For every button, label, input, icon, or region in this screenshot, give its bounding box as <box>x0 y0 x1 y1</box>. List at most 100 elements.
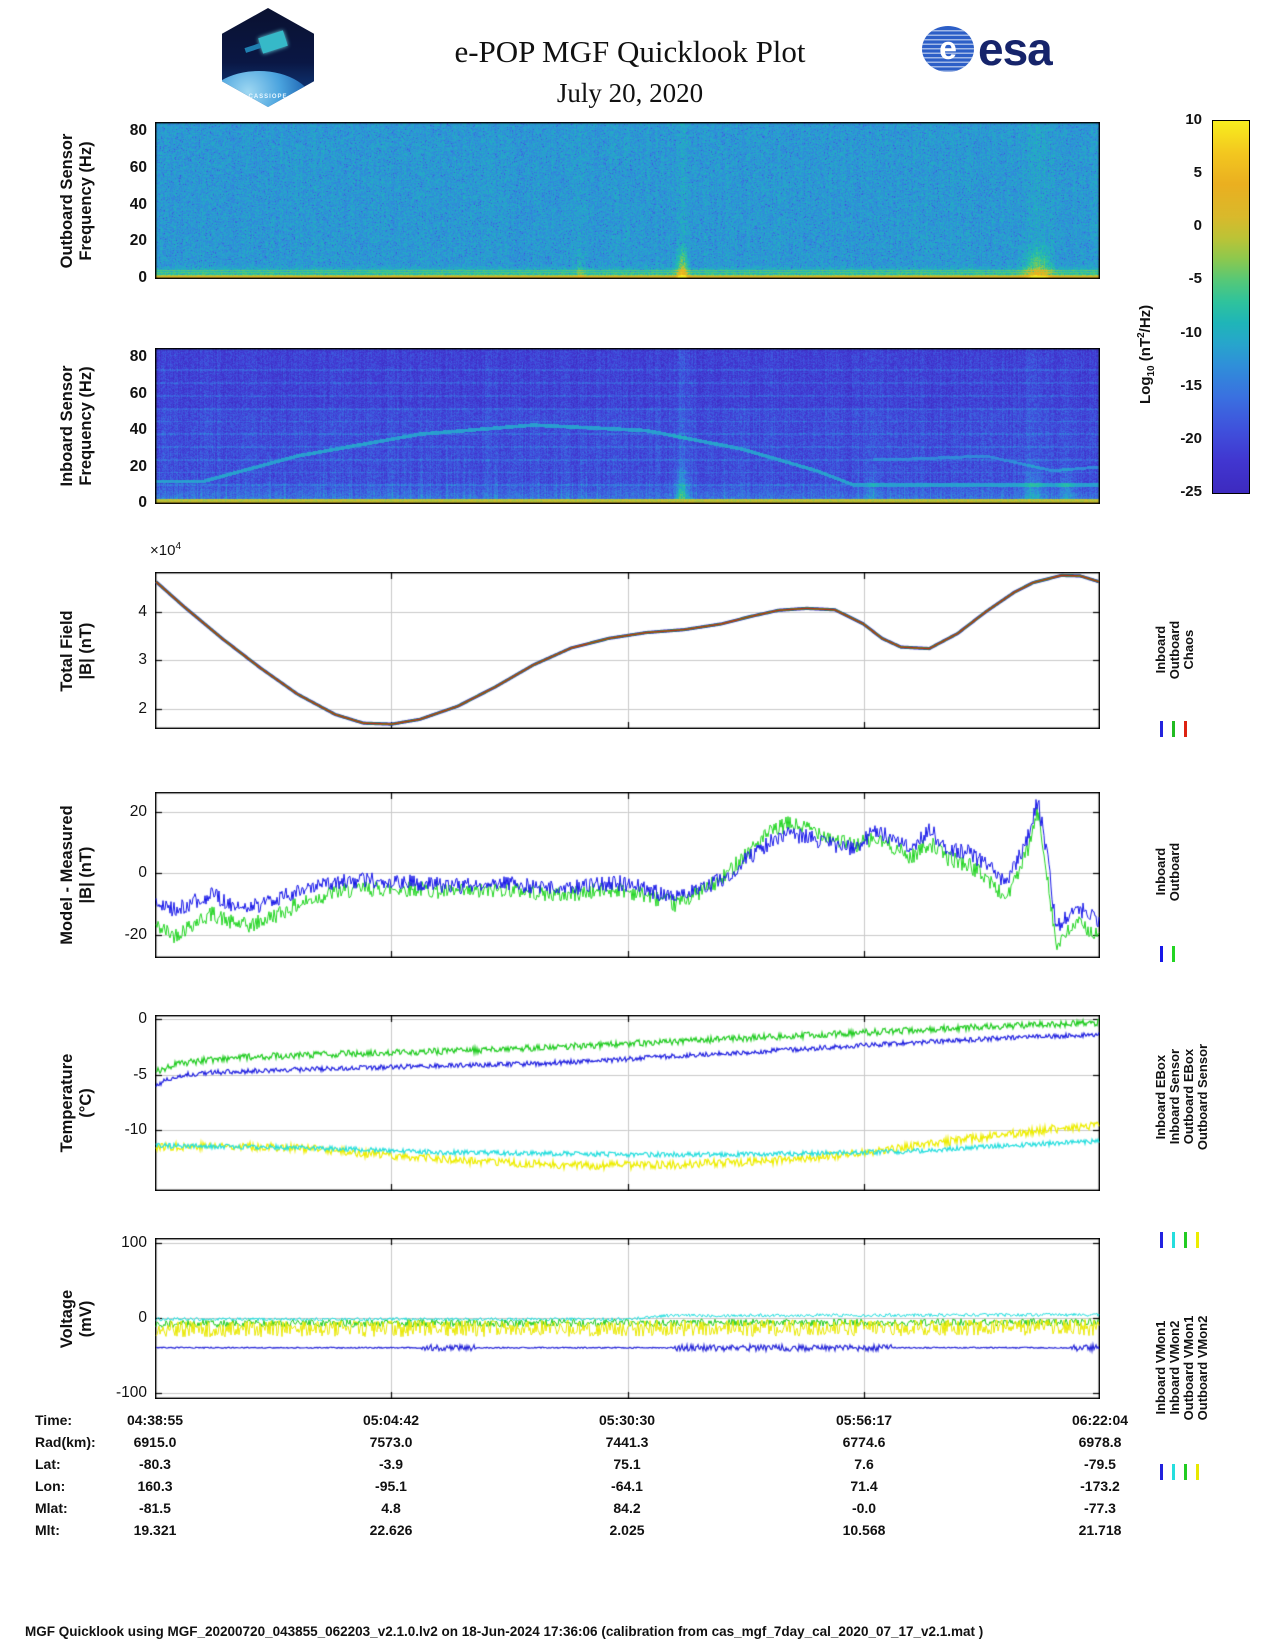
legend-label-inboard: Inboard <box>1153 848 1168 896</box>
ytick-p3-2: 2 <box>138 699 147 717</box>
table-cell: 22.626 <box>369 1522 413 1538</box>
table-cell: 84.2 <box>613 1500 641 1516</box>
total-field-exponent-label: ×104 <box>150 541 182 559</box>
ytick-p2-0: 0 <box>138 494 147 511</box>
patch-satellite-graphic <box>258 30 288 54</box>
ytick-p6-0: 0 <box>138 1308 147 1326</box>
legend-swatch-outboard-vmon2 <box>1196 1464 1199 1480</box>
legend-label-chaos: Chaos <box>1181 630 1196 670</box>
footer-provenance-text: MGF Quicklook using MGF_20200720_043855_… <box>25 1624 984 1639</box>
table-cell: 71.4 <box>850 1478 878 1494</box>
ytick-p2-20: 20 <box>129 457 147 475</box>
legend-swatches-p3 <box>1160 721 1187 737</box>
table-row-label-time: Time: <box>35 1412 73 1428</box>
table-cell: 05:56:17 <box>835 1412 893 1428</box>
table-cell: 7441.3 <box>605 1434 649 1450</box>
table-cell: 2.025 <box>609 1522 645 1538</box>
legend-swatch-outboard <box>1172 946 1175 962</box>
table-cell: 6978.8 <box>1078 1434 1122 1450</box>
ytick-p4-20: 20 <box>129 802 147 820</box>
ytick-p3-4: 4 <box>138 602 147 620</box>
legend-label-outboard-vmon1: Outboard VMon1 <box>1181 1315 1196 1421</box>
legend-label-outboard: Outboard <box>1167 842 1182 902</box>
legend-swatch-inboard-vmon1 <box>1160 1464 1163 1480</box>
legend-labels-p6: Inboard VMon1 Inboard VMon2 Outboard VMon1… <box>1153 1315 1210 1421</box>
table-cell: 160.3 <box>137 1478 173 1494</box>
voltage-plot <box>155 1238 1100 1399</box>
ytick-p4-0: 0 <box>138 864 147 882</box>
legend-label-inboard-vmon2: Inboard VMon2 <box>1167 1321 1182 1415</box>
table-cell: 04:38:55 <box>126 1412 184 1428</box>
table-cell: 4.8 <box>381 1500 401 1516</box>
table-cell: 21.718 <box>1078 1522 1122 1538</box>
ytick-p6-100: 100 <box>121 1233 147 1251</box>
ytick-p5--5: -5 <box>133 1065 147 1083</box>
legend-label-inboard-vmon1: Inboard VMon1 <box>1153 1321 1168 1415</box>
colorbar-tick--10: -10 <box>1180 323 1202 341</box>
table-cell: -3.9 <box>378 1456 404 1472</box>
colorbar-tick-0: 0 <box>1193 217 1202 235</box>
ytick-p2-80: 80 <box>129 348 147 366</box>
ytick-p6--100: -100 <box>115 1383 147 1401</box>
table-cell: 19.321 <box>133 1522 177 1538</box>
table-cell: -173.2 <box>1080 1478 1120 1494</box>
table-cell: -80.3 <box>139 1456 171 1472</box>
legend-swatch-inboard <box>1160 946 1163 962</box>
table-row-label-radkm: Rad(km): <box>35 1434 96 1450</box>
colorbar-tick-10: 10 <box>1185 111 1202 128</box>
legend-swatch-outboard-ebox <box>1184 1232 1187 1248</box>
outboard-spectrogram-plot <box>155 122 1100 279</box>
inboard-spectrogram-plot <box>155 348 1100 504</box>
colorbar <box>1212 120 1250 494</box>
page-date: July 20, 2020 <box>556 78 704 108</box>
legend-swatch-outboard-sensor <box>1196 1232 1199 1248</box>
legend-swatch-inboard-ebox <box>1160 1232 1163 1248</box>
legend-swatches-p5 <box>1160 1232 1199 1248</box>
table-row-label-mlat: Mlat: <box>35 1500 68 1516</box>
legend-swatch-outboard <box>1172 721 1175 737</box>
colorbar-tick-5: 5 <box>1193 164 1202 182</box>
legend-label-inboard-ebox: Inboard EBox <box>1153 1054 1168 1140</box>
colorbar-tick--15: -15 <box>1180 376 1202 394</box>
temperature-plot <box>155 1015 1100 1191</box>
table-cell: 10.568 <box>842 1522 886 1538</box>
legend-label-inboard-sensor: Inboard Sensor <box>1167 1049 1182 1145</box>
table-cell: 6915.0 <box>133 1434 177 1450</box>
ytick-p5--10: -10 <box>124 1121 147 1139</box>
legend-labels-p3: Inboard Outboard Chaos <box>1153 621 1196 680</box>
table-row-label-lat: Lat: <box>35 1456 61 1472</box>
table-cell: 75.1 <box>613 1456 641 1472</box>
table-cell: -0.0 <box>851 1500 877 1516</box>
legend-swatch-inboard <box>1160 721 1163 737</box>
legend-swatches-p6 <box>1160 1464 1199 1480</box>
legend-label-outboard-vmon2: Outboard VMon2 <box>1195 1315 1210 1421</box>
table-cell: -95.1 <box>375 1478 407 1494</box>
page-title: e-POP MGF Quicklook Plot <box>454 34 806 69</box>
ytick-p1-0: 0 <box>138 269 147 286</box>
ytick-p2-60: 60 <box>129 384 147 402</box>
ytick-p1-80: 80 <box>129 122 147 140</box>
ytick-p2-40: 40 <box>129 421 147 439</box>
ytick-p1-20: 20 <box>129 232 147 250</box>
esa-wordmark: esa <box>978 23 1053 75</box>
table-cell: -81.5 <box>139 1500 171 1516</box>
legend-swatch-outboard-vmon1 <box>1184 1464 1187 1480</box>
esa-disc-icon: e <box>922 26 974 72</box>
esa-disc-letter: e <box>939 30 957 66</box>
table-cell: -64.1 <box>611 1478 643 1494</box>
colorbar-axis-label: Log10 (nT2/Hz) <box>1136 304 1157 404</box>
title-block: e-POP MGF Quicklook Plot July 20, 2020 <box>300 34 960 109</box>
table-cell: 05:30:30 <box>598 1412 656 1428</box>
legend-labels-p5: Inboard EBox Inboard Sensor Outboard EBox O… <box>1153 1043 1210 1151</box>
legend-labels-p4: Inboard Outboard <box>1153 842 1182 902</box>
legend-label-outboard-sensor: Outboard Sensor <box>1195 1043 1210 1151</box>
legend-swatch-inboard-sensor <box>1172 1232 1175 1248</box>
esa-logo: e esa <box>922 23 1053 75</box>
table-cell: 06:22:04 <box>1071 1412 1129 1428</box>
table-row-label-lon: Lon: <box>35 1478 66 1494</box>
ytick-p1-40: 40 <box>129 195 147 213</box>
legend-label-inboard: Inboard <box>1153 626 1168 674</box>
legend-swatches-p4 <box>1160 946 1175 962</box>
ytick-p3-3: 3 <box>138 651 147 669</box>
